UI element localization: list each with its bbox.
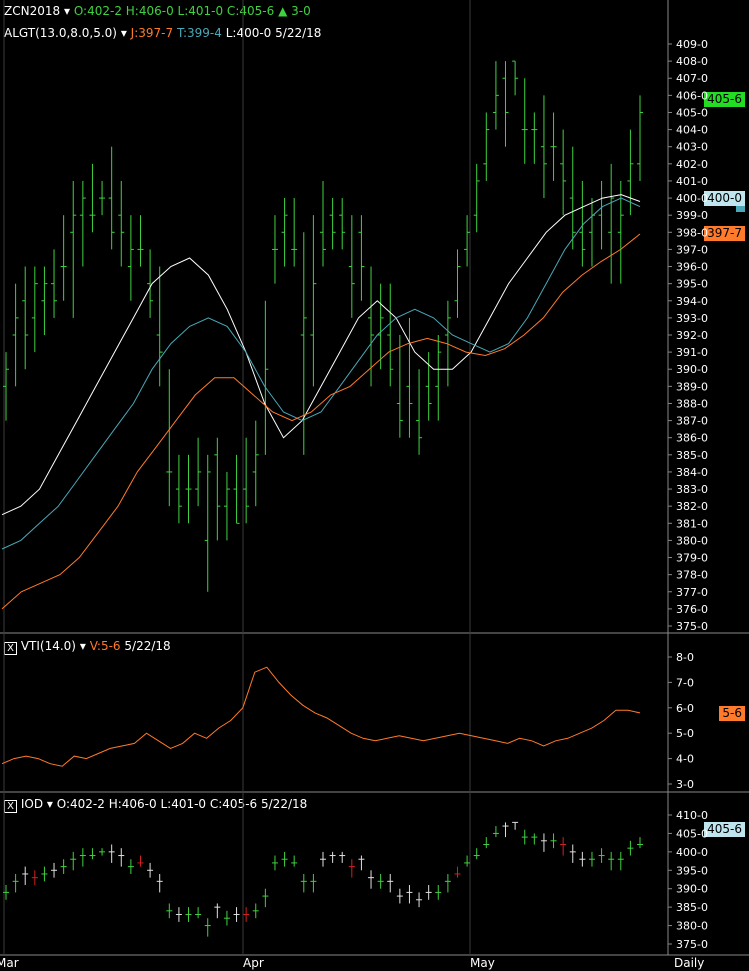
iod-panel bbox=[3, 821, 643, 937]
y-tick-label: 408-0 bbox=[676, 55, 708, 68]
y-tick-label: 383-0 bbox=[676, 483, 708, 496]
y-tick-label: 378-0 bbox=[676, 569, 708, 582]
y-tick-label: 379-0 bbox=[676, 552, 708, 565]
y-tick-label: 4-0 bbox=[676, 753, 694, 766]
vti-date: 5/22/18 bbox=[124, 639, 171, 653]
y-tick-label: 395-0 bbox=[676, 864, 708, 877]
dropdown-icon[interactable]: ▾ bbox=[79, 639, 86, 653]
price-panel bbox=[1, 60, 643, 610]
l-value: L:400-0 bbox=[225, 26, 272, 40]
y-tick-label: 398-0 bbox=[676, 226, 708, 239]
y-tick-label: 8-0 bbox=[676, 651, 694, 664]
iod-name[interactable]: IOD bbox=[20, 797, 44, 811]
y-tick-label: 400-0 bbox=[676, 846, 708, 859]
ohlc-readout: O:402-2 H:406-0 L:401-0 C:405-6 bbox=[73, 4, 275, 18]
x-tick-label: May bbox=[470, 956, 495, 970]
study-name[interactable]: ALGT(13.0,8.0,5.0) bbox=[4, 26, 117, 40]
y-tick-label: 7-0 bbox=[676, 676, 694, 689]
y-tick-label: 375-0 bbox=[676, 620, 708, 633]
y-tick-label: 389-0 bbox=[676, 380, 708, 393]
dropdown-icon[interactable]: ▾ bbox=[63, 4, 70, 18]
t-value: T:399-4 bbox=[176, 26, 222, 40]
vti-panel bbox=[1, 666, 641, 767]
y-tick-label: 409-0 bbox=[676, 38, 708, 51]
y-tick-label: 396-0 bbox=[676, 261, 708, 274]
vti-header: X VTI(14.0) ▾ V:5-6 5/22/18 bbox=[4, 639, 171, 655]
y-tick-label: 393-0 bbox=[676, 312, 708, 325]
y-tick-label: 3-0 bbox=[676, 778, 694, 791]
iod-value-tag: 405-6 bbox=[704, 822, 745, 837]
period-label: Daily bbox=[674, 956, 704, 970]
y-tick-label: 382-0 bbox=[676, 500, 708, 513]
vti-line bbox=[1, 666, 641, 767]
y-tick-label: 390-0 bbox=[676, 363, 708, 376]
symbol-label[interactable]: ZCN2018 bbox=[4, 4, 61, 18]
y-tick-label: 404-0 bbox=[676, 124, 708, 137]
y-tick-label: 392-0 bbox=[676, 329, 708, 342]
y-tick-label: 384-0 bbox=[676, 466, 708, 479]
y-tick-label: 380-0 bbox=[676, 920, 708, 933]
iod-ohlc: O:402-2 H:406-0 L:401-0 C:405-6 bbox=[56, 797, 258, 811]
y-tick-label: 390-0 bbox=[676, 883, 708, 896]
y-tick-label: 406-0 bbox=[676, 89, 708, 102]
j-price-tag: 397-7 bbox=[704, 226, 745, 241]
t-price-tag: 399-4 bbox=[736, 206, 745, 212]
vti-value: V:5-6 bbox=[89, 639, 121, 653]
y-tick-label: 375-0 bbox=[676, 938, 708, 951]
j-value: J:397-7 bbox=[130, 26, 174, 40]
axis-layer: 375-0 376-0 377-0 378-0 379-0 380-0 381-0 382-0… bbox=[0, 38, 708, 970]
y-tick-label: 399-0 bbox=[676, 209, 708, 222]
iod-date: 5/22/18 bbox=[261, 797, 308, 811]
date-value: 5/22/18 bbox=[275, 26, 322, 40]
iod-header: X IOD ▾ O:402-2 H:406-0 L:401-0 C:405-6 … bbox=[4, 797, 307, 813]
y-tick-label: 387-0 bbox=[676, 415, 708, 428]
y-tick-label: 407-0 bbox=[676, 72, 708, 85]
y-tick-label: 391-0 bbox=[676, 346, 708, 359]
l-price-tag: 400-0 bbox=[704, 191, 745, 206]
y-tick-label: 377-0 bbox=[676, 586, 708, 599]
y-tick-label: 388-0 bbox=[676, 397, 708, 410]
x-tick-label: Apr bbox=[243, 956, 264, 970]
y-tick-label: 385-0 bbox=[676, 901, 708, 914]
y-tick-label: 376-0 bbox=[676, 603, 708, 616]
dropdown-icon[interactable]: ▾ bbox=[120, 26, 127, 40]
y-tick-label: 403-0 bbox=[676, 141, 708, 154]
y-tick-label: 385-0 bbox=[676, 449, 708, 462]
x-tick-label: Mar bbox=[0, 956, 19, 970]
y-tick-label: 395-0 bbox=[676, 278, 708, 291]
price-header: ZCN2018 ▾ O:402-2 H:406-0 L:401-0 C:405-… bbox=[4, 4, 311, 18]
dropdown-icon[interactable]: ▾ bbox=[46, 797, 53, 811]
up-triangle-icon: ▲ bbox=[278, 4, 288, 18]
y-tick-label: 381-0 bbox=[676, 517, 708, 530]
change-value: 3-0 bbox=[291, 4, 311, 18]
y-tick-label: 386-0 bbox=[676, 432, 708, 445]
y-tick-label: 380-0 bbox=[676, 534, 708, 547]
y-tick-label: 402-0 bbox=[676, 158, 708, 171]
y-tick-label: 397-0 bbox=[676, 243, 708, 256]
y-tick-label: 400-0 bbox=[676, 192, 708, 205]
series-line-j bbox=[1, 233, 641, 610]
y-tick-label: 6-0 bbox=[676, 702, 694, 715]
series-line-l bbox=[1, 197, 641, 550]
vti-name[interactable]: VTI(14.0) bbox=[20, 639, 76, 653]
study-header: ALGT(13.0,8.0,5.0) ▾ J:397-7 T:399-4 L:4… bbox=[4, 26, 321, 40]
y-tick-label: 405-0 bbox=[676, 106, 708, 119]
series-line-t bbox=[1, 194, 641, 516]
y-tick-label: 405-0 bbox=[676, 827, 708, 840]
y-tick-label: 410-0 bbox=[676, 809, 708, 822]
y-tick-label: 5-0 bbox=[676, 727, 694, 740]
y-tick-label: 401-0 bbox=[676, 175, 708, 188]
close-price-tag: 405-6 bbox=[704, 92, 745, 107]
vti-value-tag: 5-6 bbox=[719, 706, 745, 721]
y-tick-label: 394-0 bbox=[676, 295, 708, 308]
